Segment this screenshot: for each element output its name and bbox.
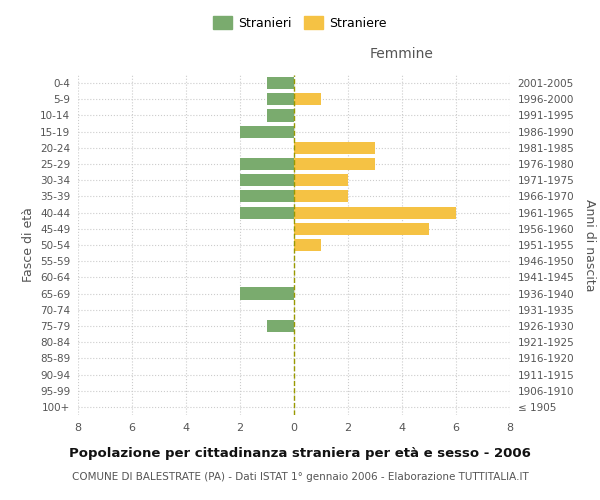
Bar: [267, 77, 294, 89]
Bar: [294, 222, 429, 235]
Bar: [294, 142, 375, 154]
Bar: [294, 206, 456, 218]
Legend: Stranieri, Straniere: Stranieri, Straniere: [208, 11, 392, 35]
Bar: [267, 320, 294, 332]
Bar: [294, 174, 348, 186]
Bar: [240, 174, 294, 186]
Bar: [240, 288, 294, 300]
Bar: [240, 158, 294, 170]
Bar: [267, 110, 294, 122]
Text: Femmine: Femmine: [370, 48, 434, 62]
Bar: [240, 206, 294, 218]
Y-axis label: Fasce di età: Fasce di età: [22, 208, 35, 282]
Bar: [267, 93, 294, 106]
Text: COMUNE DI BALESTRATE (PA) - Dati ISTAT 1° gennaio 2006 - Elaborazione TUTTITALIA: COMUNE DI BALESTRATE (PA) - Dati ISTAT 1…: [71, 472, 529, 482]
Bar: [294, 93, 321, 106]
Bar: [294, 190, 348, 202]
Bar: [294, 239, 321, 251]
Text: Popolazione per cittadinanza straniera per età e sesso - 2006: Popolazione per cittadinanza straniera p…: [69, 448, 531, 460]
Bar: [240, 190, 294, 202]
Y-axis label: Anni di nascita: Anni di nascita: [583, 198, 596, 291]
Bar: [240, 126, 294, 138]
Bar: [294, 158, 375, 170]
